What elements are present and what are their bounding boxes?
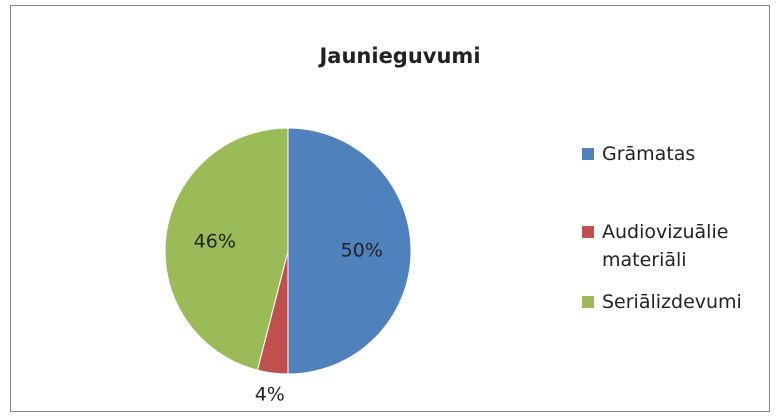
legend-swatch <box>582 296 594 308</box>
legend-label: Audiovizuālie materiāli <box>602 221 729 271</box>
pie-slice <box>287 127 412 375</box>
legend-entry: Seriālizdevumi <box>582 288 757 316</box>
legend-swatch <box>582 148 594 160</box>
data-label: 4% <box>255 383 285 405</box>
data-label: 50% <box>341 240 383 262</box>
chart-title: Jaunieguvumi <box>317 44 480 68</box>
data-label: 46% <box>194 230 236 252</box>
legend-label: Seriālizdevumi <box>602 291 742 313</box>
legend-swatch <box>582 226 594 238</box>
legend-label: Grāmatas <box>602 143 696 165</box>
legend-entry: Grāmatas <box>582 140 757 168</box>
pie-slice <box>164 127 289 371</box>
legend-entry: Audiovizuālie materiāli <box>582 218 757 274</box>
legend: Grāmatas Audiovizuālie materiāli Seriālizd… <box>582 140 757 316</box>
